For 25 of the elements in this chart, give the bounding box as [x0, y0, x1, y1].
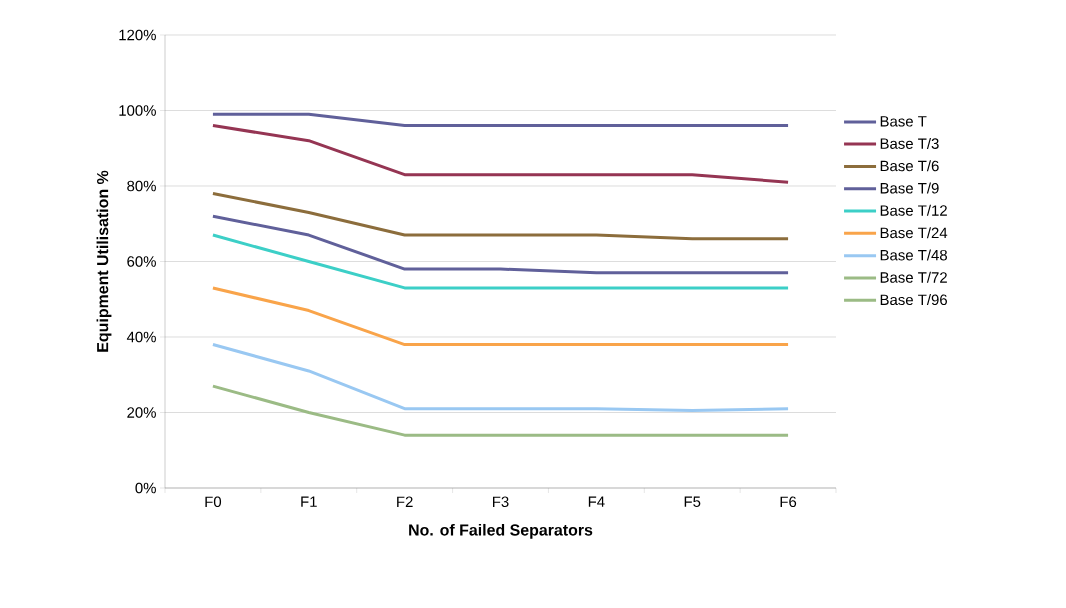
legend-label: Base T/72: [880, 271, 947, 283]
x-axis-title: No. of Failed Separators: [409, 523, 593, 539]
legend-label: Base T/6: [880, 160, 939, 172]
y-tick-label: 60%: [127, 256, 156, 267]
legend-label: Base T: [880, 116, 927, 127]
y-tick-label: 40%: [126, 331, 156, 343]
y-axis-title: Equipment Utilisation %: [96, 170, 112, 352]
legend-label: Base T/9: [880, 182, 939, 194]
y-tick-label: 80%: [127, 180, 156, 192]
legend-label: Base T/12: [880, 204, 947, 216]
x-tick-label: F2: [397, 496, 413, 507]
x-tick-label: F4: [588, 496, 605, 507]
y-tick-label: 120%: [119, 29, 156, 41]
legend-label: Base T/24: [880, 227, 948, 239]
legend-label: Base T/48: [880, 249, 947, 261]
x-tick-label: F3: [493, 496, 509, 508]
y-tick-label: 20%: [127, 407, 156, 418]
x-tick-label: F0: [205, 496, 222, 508]
legend-label: Base T/3: [880, 137, 939, 149]
x-tick-label: F1: [301, 496, 317, 507]
legend-label: Base T/96: [880, 294, 947, 306]
x-tick-label: F5: [684, 496, 701, 507]
y-tick-label: 100%: [119, 105, 156, 116]
y-tick-label: 0%: [135, 482, 156, 494]
x-tick-label: F6: [780, 496, 797, 508]
